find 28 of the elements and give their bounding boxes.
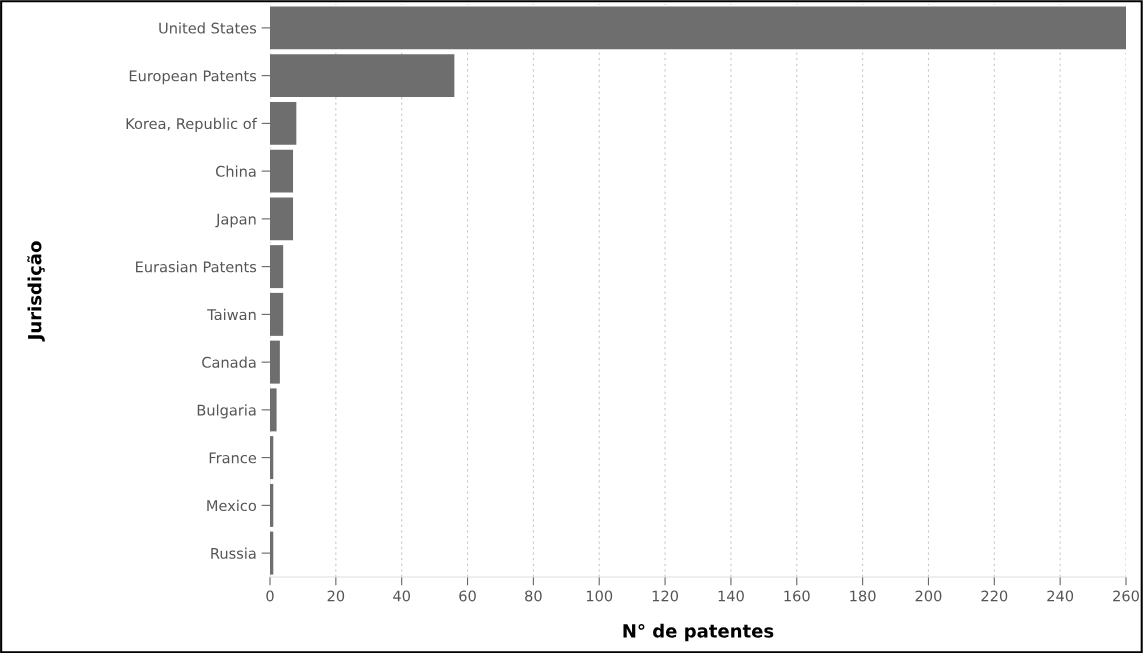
x-tick-label: 60: [459, 590, 476, 602]
y-tick-label: United States: [159, 22, 257, 34]
y-tick-label: European Patents: [129, 70, 257, 85]
x-tick-label: 200: [915, 590, 942, 602]
y-tick-label: Korea, Republic of: [126, 117, 258, 132]
y-tick-label: Bulgaria: [197, 404, 256, 419]
y-tick-label: Mexico: [207, 499, 257, 512]
x-tick-label: 260: [1113, 590, 1139, 602]
x-tick-label: 100: [586, 590, 613, 602]
y-tick-label: China: [215, 165, 256, 177]
y-tick-label: Taiwan: [207, 308, 256, 321]
y-tick-label: Russia: [211, 547, 256, 559]
y-tick-label: France: [209, 452, 257, 464]
x-tick-label: 240: [1047, 590, 1074, 602]
x-tick-label: 120: [652, 590, 679, 602]
x-axis-title: N° de patentes: [623, 623, 774, 642]
x-tick-label: 140: [718, 590, 744, 602]
x-tick-label: 220: [981, 590, 1008, 602]
x-tick-label: 40: [393, 590, 410, 602]
y-axis-title: Jurisdição: [27, 241, 45, 342]
x-tick-label: 80: [525, 590, 542, 602]
y-tick-label: Japan: [215, 213, 256, 228]
x-tick-label: 180: [850, 590, 876, 602]
x-tick-label: 0: [266, 590, 274, 602]
y-tick-label: Canada: [202, 356, 256, 368]
y-tick-label: Eurasian Patents: [136, 261, 257, 273]
x-tick-label: 20: [327, 590, 345, 602]
x-tick-label: 160: [784, 590, 810, 602]
